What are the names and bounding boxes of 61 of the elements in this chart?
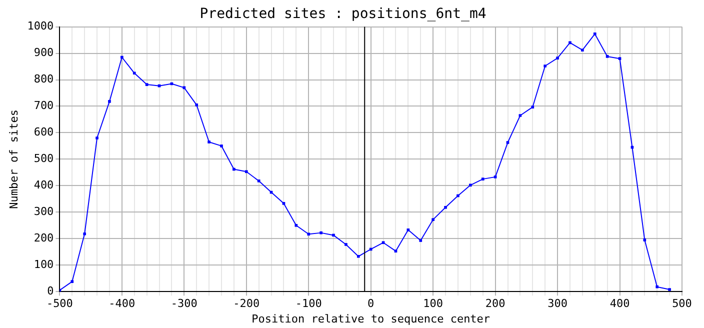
point	[656, 285, 659, 288]
point	[494, 176, 497, 178]
point	[419, 239, 422, 242]
y-tick-label: 0	[47, 284, 54, 298]
x-tick-label: 100	[423, 297, 444, 310]
chart-title: Predicted sites : positions_6nt_m4	[200, 6, 486, 22]
y-tick-label: 600	[34, 126, 54, 139]
point	[320, 231, 322, 234]
y-tick-label: 300	[34, 205, 54, 218]
point	[307, 232, 310, 236]
x-tick-label: 200	[485, 297, 506, 310]
x-axis-title: Position relative to sequence center	[252, 312, 490, 326]
y-axis-title: Number of sites	[7, 110, 20, 209]
point	[70, 280, 74, 283]
point	[394, 250, 398, 252]
y-tick-label: 200	[34, 232, 54, 244]
point	[232, 168, 236, 171]
point	[356, 254, 360, 258]
y-tick-label: 900	[34, 46, 54, 60]
point	[282, 202, 286, 205]
point	[643, 238, 646, 242]
point	[506, 141, 510, 144]
point	[531, 106, 534, 108]
point	[406, 228, 410, 232]
point	[332, 234, 335, 237]
y-tick-label: 700	[34, 99, 54, 112]
point	[195, 104, 198, 106]
point	[469, 184, 472, 187]
y-tick-label: 800	[34, 72, 54, 86]
point	[120, 56, 124, 59]
x-tick-label: 0	[368, 297, 374, 310]
x-tick-label: -200	[233, 297, 260, 310]
point	[158, 84, 161, 88]
point	[593, 32, 596, 36]
point	[369, 248, 372, 251]
y-tick-label: 500	[34, 152, 54, 166]
point	[145, 83, 148, 86]
y-tick-label: 100	[34, 258, 54, 271]
point	[568, 41, 572, 44]
x-tick-label: -100	[295, 297, 322, 310]
point	[182, 86, 186, 90]
point	[244, 170, 248, 174]
point	[518, 114, 522, 117]
x-tick-label: -300	[170, 297, 198, 310]
x-tick-label: 500	[672, 297, 692, 310]
point	[618, 57, 622, 60]
point	[257, 180, 260, 182]
point	[668, 288, 671, 291]
point	[382, 241, 385, 244]
y-tick-label: 1000	[27, 20, 54, 33]
x-tick-label: -400	[108, 297, 136, 310]
point	[132, 72, 136, 75]
point	[294, 224, 298, 227]
x-tick-label: 300	[548, 297, 568, 310]
point	[444, 206, 447, 209]
x-tick-label: -500	[46, 297, 73, 310]
point	[456, 194, 460, 198]
point	[481, 178, 484, 180]
y-tick-label: 400	[34, 178, 54, 192]
x-tick-label: 400	[610, 297, 630, 310]
point	[606, 55, 609, 58]
